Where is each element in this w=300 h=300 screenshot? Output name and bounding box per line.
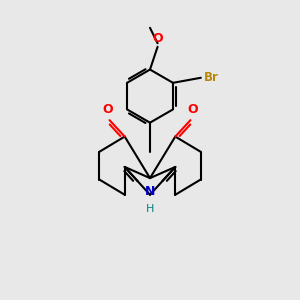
Text: H: H bbox=[146, 203, 154, 214]
Text: O: O bbox=[103, 103, 113, 116]
Text: Br: Br bbox=[204, 71, 218, 84]
Text: O: O bbox=[187, 103, 197, 116]
Text: O: O bbox=[153, 32, 163, 45]
Text: N: N bbox=[145, 185, 155, 198]
